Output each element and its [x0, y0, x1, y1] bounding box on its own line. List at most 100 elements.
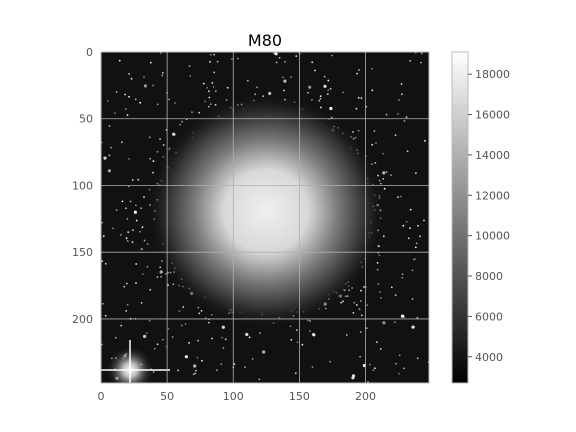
field-star [397, 112, 399, 115]
field-star [204, 100, 207, 103]
field-star [414, 246, 417, 249]
field-star [359, 300, 362, 302]
field-star [366, 304, 368, 306]
field-star [141, 273, 144, 276]
field-star [278, 56, 281, 59]
field-star [345, 334, 348, 336]
field-star [208, 321, 210, 324]
field-star [152, 160, 155, 163]
field-star [405, 116, 408, 119]
field-star [188, 342, 191, 344]
field-star [126, 114, 129, 116]
field-star [379, 291, 381, 293]
field-star [363, 286, 365, 288]
field-star [149, 61, 152, 64]
field-star [327, 89, 330, 92]
field-star [104, 262, 107, 265]
field-star [407, 237, 410, 240]
field-star [273, 52, 275, 55]
field-star [145, 332, 148, 335]
field-star [342, 91, 344, 94]
colorbar-tick-label: 14000 [475, 149, 510, 162]
field-star [127, 231, 130, 234]
field-star [202, 82, 205, 85]
chart-title: M80 [248, 31, 282, 50]
field-star [359, 331, 362, 333]
field-star [224, 338, 227, 341]
field-star [233, 363, 236, 365]
field-star [141, 226, 144, 229]
field-star [283, 79, 287, 83]
field-star [415, 172, 417, 175]
field-star [135, 282, 137, 284]
field-star [329, 87, 332, 90]
field-star [198, 312, 201, 315]
field-star [326, 93, 329, 95]
y-tick-label: 50 [79, 113, 93, 126]
field-star [367, 381, 369, 383]
axes-frame [100, 51, 430, 384]
field-star [294, 372, 297, 375]
colorbar [451, 51, 469, 384]
field-star [382, 178, 385, 180]
field-star [390, 174, 392, 177]
field-star [358, 308, 361, 310]
field-star [416, 357, 419, 360]
field-star [152, 84, 155, 87]
field-star [188, 65, 191, 67]
field-star [329, 106, 333, 111]
field-star [180, 324, 183, 327]
field-star [194, 372, 197, 375]
field-star [419, 235, 421, 238]
field-star [132, 229, 134, 232]
field-star [171, 336, 174, 338]
field-star [236, 57, 239, 60]
field-star [295, 329, 298, 331]
field-star [159, 52, 162, 54]
field-star [375, 142, 377, 144]
field-star [139, 230, 141, 233]
field-star [209, 103, 212, 106]
cluster-core [146, 93, 386, 329]
field-star [251, 358, 254, 360]
field-star [208, 90, 210, 93]
field-star [355, 304, 358, 306]
field-star [213, 71, 216, 74]
field-star [371, 89, 374, 92]
field-star [140, 302, 143, 304]
field-star [168, 98, 171, 101]
field-star [184, 323, 187, 325]
field-star [311, 99, 313, 101]
field-star [121, 141, 123, 144]
field-star [290, 76, 292, 78]
field-star [221, 336, 224, 339]
field-star [167, 284, 169, 287]
field-star [108, 154, 111, 157]
field-star [174, 102, 176, 104]
field-star [140, 207, 142, 210]
field-star [377, 283, 380, 285]
field-star [195, 369, 197, 372]
field-star [379, 348, 382, 350]
field-star [400, 83, 403, 85]
field-star [274, 52, 278, 56]
field-star [296, 341, 299, 344]
field-star [102, 302, 104, 305]
field-star [137, 178, 140, 181]
field-star [211, 337, 213, 340]
field-star [244, 366, 246, 368]
field-star [161, 72, 164, 74]
field-star [258, 378, 261, 381]
field-star [134, 98, 137, 101]
field-star [143, 76, 145, 78]
field-star [214, 90, 217, 93]
field-star [403, 367, 405, 370]
field-star [329, 360, 332, 363]
field-star [143, 196, 145, 199]
x-axis-ticks: 0 50 100 150 200 [98, 390, 377, 403]
field-star [209, 60, 211, 63]
field-star [106, 100, 109, 102]
field-star [161, 74, 164, 77]
field-star [108, 125, 111, 127]
field-star [124, 108, 127, 110]
